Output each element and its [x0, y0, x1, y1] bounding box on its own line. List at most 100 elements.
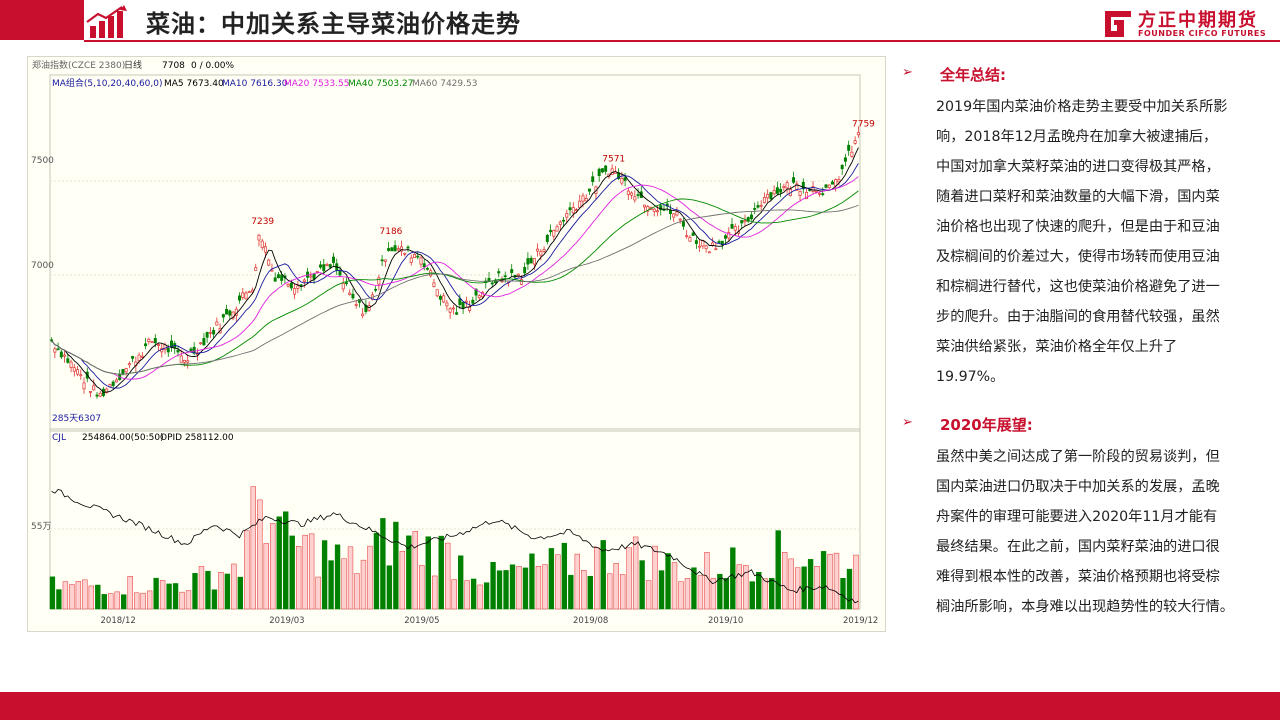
volume-bar — [302, 534, 308, 610]
peak-annotation: 7759 — [852, 119, 875, 129]
volume-bar — [542, 564, 548, 610]
volume-bar — [652, 545, 658, 610]
candle-body — [620, 177, 624, 184]
candle-body — [798, 191, 802, 197]
volume-bar — [691, 567, 697, 610]
ma60-label: MA60 7429.53 — [412, 79, 477, 89]
volume-bar — [218, 571, 224, 610]
peak-annotation: 7571 — [602, 155, 625, 165]
volume-bar — [185, 590, 192, 610]
candle-body — [464, 300, 468, 303]
volume-bar — [503, 570, 509, 610]
page-title: 菜油：中加关系主导菜油价格走势 — [146, 10, 521, 38]
candle-body — [127, 363, 131, 366]
volume-bar — [341, 558, 347, 610]
volume-bar — [632, 536, 639, 610]
candle-body — [519, 279, 523, 285]
logo-name: 方正中期期货 — [1138, 10, 1258, 31]
x-tick-label: 2018/12 — [101, 616, 136, 626]
volume-bar — [321, 540, 328, 610]
volume-bar — [477, 584, 483, 610]
candle-body — [257, 234, 261, 241]
candle-body — [221, 314, 225, 318]
candle-body — [89, 390, 92, 393]
volume-bar — [133, 592, 140, 610]
volume-bar — [678, 581, 684, 610]
volume-bar — [730, 547, 736, 610]
candle-body — [69, 361, 73, 368]
candle-body — [545, 234, 549, 242]
candle-body — [552, 229, 556, 237]
bullet-arrow-icon: ➢ — [902, 415, 913, 430]
candle-body — [539, 251, 543, 256]
volume-bar — [205, 570, 211, 610]
candle-body — [95, 394, 99, 397]
candle-body — [668, 210, 672, 214]
volume-bar — [406, 535, 412, 610]
candle-body — [584, 198, 588, 202]
volume-bar — [555, 554, 561, 610]
candle-body — [704, 245, 708, 250]
logo-english-name: FOUNDER CIFCO FUTURES — [1138, 29, 1267, 38]
opid-value: OPID 258112.00 — [160, 433, 234, 443]
volume-bar — [697, 575, 704, 610]
summary-line: 菜油供给紧张，菜油价格全年仅上升了 — [936, 339, 1178, 355]
candle-body — [325, 264, 329, 266]
price-pane-frame — [49, 74, 861, 432]
candle-body — [623, 177, 627, 181]
candle-body — [380, 259, 384, 262]
candle-body — [772, 190, 776, 195]
volume-bar — [192, 573, 198, 610]
volume-bar — [645, 580, 652, 610]
volume-bar — [561, 542, 568, 610]
volume-bar — [529, 553, 535, 610]
x-tick-label: 2019/10 — [708, 616, 743, 626]
candle-body — [756, 205, 760, 208]
candle-body — [150, 341, 154, 344]
candle-body — [720, 240, 724, 246]
volume-bar — [710, 578, 717, 610]
candle-body — [743, 220, 747, 223]
volume-bar — [853, 554, 859, 610]
ma40-line — [51, 190, 859, 375]
ma-group-label: MA组合(5,10,20,40,60,0) — [52, 77, 163, 89]
candle-body — [451, 307, 455, 310]
volume-bar — [496, 570, 503, 610]
candle-body — [445, 302, 449, 307]
candle-body — [769, 192, 773, 200]
candle-body — [749, 214, 753, 220]
candle-body — [413, 254, 416, 258]
volume-bar — [665, 553, 671, 610]
volume-bar — [600, 540, 606, 610]
candle-body — [698, 245, 702, 248]
candle-body — [276, 274, 280, 279]
volume-bar — [101, 594, 107, 610]
candle-body — [600, 168, 604, 173]
volume-bar — [127, 575, 133, 610]
candle-body — [581, 195, 585, 202]
candle-body — [364, 304, 368, 312]
candle-body — [795, 183, 799, 191]
candle-body — [762, 197, 766, 204]
candle-body — [254, 267, 258, 271]
candle-body — [477, 295, 481, 298]
ma5-label: MA5 7673.40 — [164, 79, 224, 89]
candle-body — [656, 210, 659, 213]
volume-bar — [108, 593, 114, 610]
volume-bar — [658, 570, 665, 610]
candle-body — [717, 241, 721, 243]
candle-body — [840, 165, 844, 170]
volume-bar — [56, 589, 62, 610]
candle-body — [238, 295, 242, 301]
candle-body — [124, 368, 128, 373]
outlook-line: 最终结果。在此之前，国内菜籽菜油的进口很 — [936, 539, 1220, 555]
candle-body — [847, 144, 851, 151]
candle-body — [267, 259, 271, 266]
volume-bar — [289, 535, 295, 610]
volume-bar — [490, 561, 496, 610]
candle-body — [82, 382, 86, 390]
candle-body — [814, 190, 818, 193]
volume-bar — [470, 578, 477, 610]
candle-body — [273, 277, 277, 282]
volume-bar — [237, 576, 244, 610]
